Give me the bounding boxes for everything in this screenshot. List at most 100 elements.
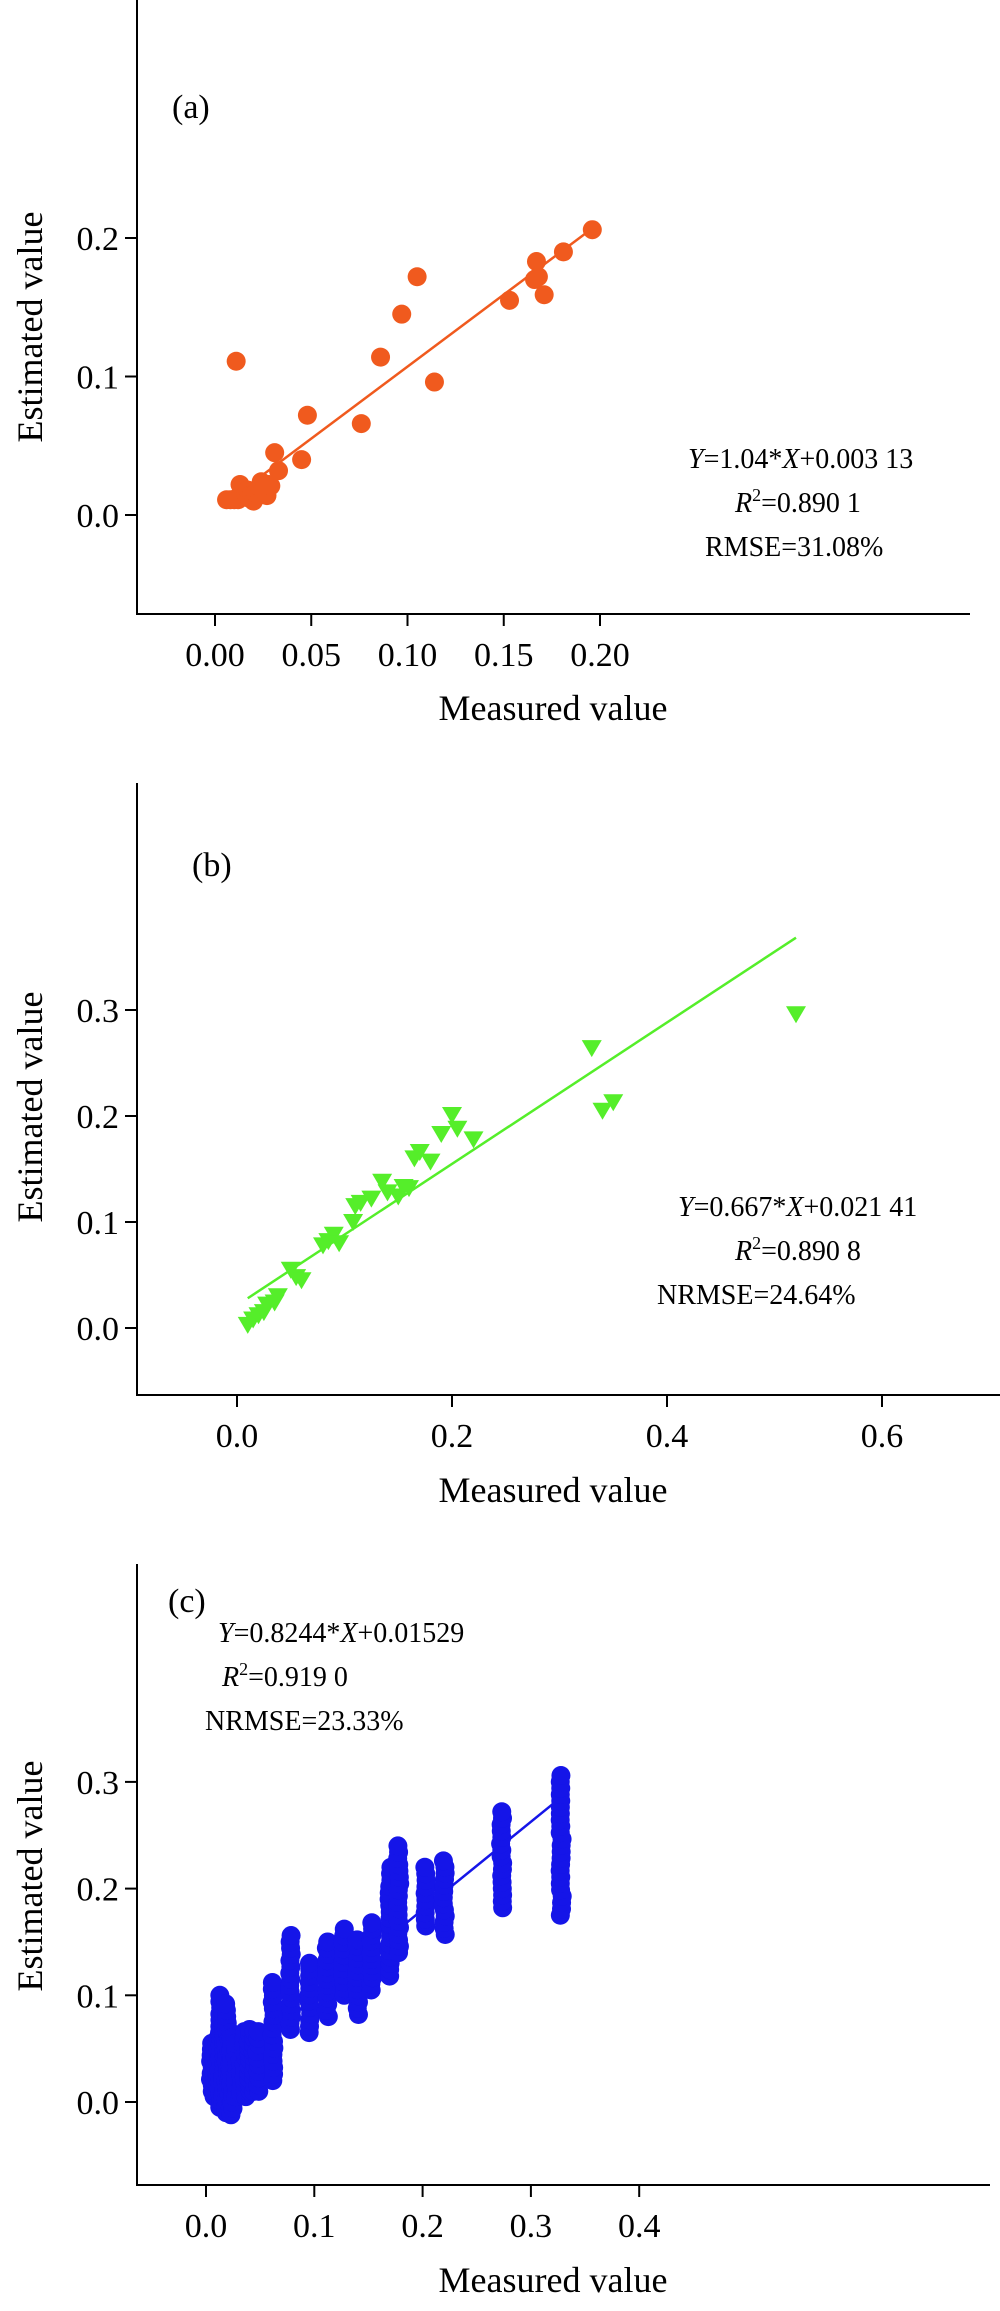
data-point — [433, 1851, 453, 1871]
panel-a-axes — [136, 0, 970, 615]
data-point — [447, 1120, 468, 1138]
x-tick-label: 0.3 — [510, 2208, 553, 2245]
data-point — [318, 1932, 338, 1952]
panel-c-r2: R2=0.919 0 — [221, 1659, 348, 1693]
y-tick-label: 0.0 — [77, 2085, 120, 2122]
panel-b-equation: Y=0.667*X+0.021 41 — [678, 1192, 917, 1223]
data-point — [582, 220, 602, 240]
panel-a-scatter-chart: 0.0 0.1 0.2 0.00 0.05 0.10 0.15 0.20 (a) Measu… — [10, 0, 970, 728]
x-tick-label: 0.0 — [216, 1418, 259, 1455]
data-point — [415, 1857, 435, 1877]
panel-a-points — [217, 220, 602, 511]
x-tick-label: 0.1 — [293, 2208, 336, 2245]
panel-b-r2: R2=0.890 8 — [734, 1233, 861, 1267]
panel-b-xlabel: Measured value — [439, 1470, 668, 1510]
panel-a-equation: Y=1.04*X+0.003 13 — [688, 444, 913, 475]
data-point — [329, 1235, 350, 1253]
x-tick-label: 0.10 — [378, 637, 438, 674]
data-point — [392, 304, 412, 324]
data-point — [581, 1040, 602, 1058]
data-point — [361, 1190, 382, 1208]
panel-b-y-ticks: 0.0 0.1 0.2 0.3 — [77, 993, 137, 1348]
x-tick-label: 0.4 — [618, 2208, 661, 2245]
data-point — [551, 1765, 571, 1785]
panel-a-y-ticks: 0.0 0.1 0.2 — [77, 221, 137, 535]
panel-b-scatter-chart: 0.0 0.1 0.2 0.3 0.0 0.2 0.4 0.6 (b) Measured v… — [10, 783, 1000, 1510]
data-point — [265, 443, 285, 463]
panel-c-ylabel: Estimated value — [10, 1761, 50, 1992]
y-tick-label: 0.2 — [77, 1099, 120, 1136]
panel-c-label: (c) — [168, 1583, 206, 1620]
x-tick-label: 0.00 — [185, 637, 245, 674]
panel-b-axes — [136, 783, 1000, 1396]
y-tick-label: 0.3 — [77, 993, 120, 1030]
y-tick-label: 0.2 — [77, 1872, 120, 1909]
panel-a-x-ticks: 0.00 0.05 0.10 0.15 0.20 — [185, 614, 630, 674]
data-point — [371, 347, 391, 367]
data-point — [297, 405, 317, 425]
data-point — [407, 267, 427, 287]
data-point — [463, 1131, 484, 1149]
y-tick-label: 0.1 — [77, 1205, 120, 1242]
panel-b-x-ticks: 0.0 0.2 0.4 0.6 — [216, 1395, 903, 1455]
panel-b-label: (b) — [192, 847, 232, 884]
data-point — [261, 476, 281, 496]
data-point — [500, 290, 520, 310]
data-point — [262, 1972, 282, 1992]
data-point — [431, 1126, 452, 1144]
data-point — [526, 252, 546, 272]
panel-c-y-ticks: 0.0 0.1 0.2 0.3 — [77, 1765, 137, 2122]
panel-c-xlabel: Measured value — [439, 2260, 668, 2300]
data-point — [442, 1106, 462, 1124]
data-point — [216, 1994, 236, 2014]
panel-c-annotation: Y=0.8244*X+0.01529 R2=0.919 0 NRMSE=23.3… — [205, 1618, 464, 1737]
data-point — [388, 1836, 408, 1856]
panel-c-points — [200, 1765, 572, 2125]
data-point — [528, 267, 548, 287]
x-tick-label: 0.2 — [401, 2208, 444, 2245]
x-tick-label: 0.2 — [431, 1418, 474, 1455]
x-tick-label: 0.20 — [570, 637, 630, 674]
panel-a-annotation: Y=1.04*X+0.003 13 R2=0.890 1 RMSE=31.08% — [688, 444, 913, 563]
panel-c-nrmse: NRMSE=23.33% — [205, 1706, 404, 1737]
data-point — [534, 285, 554, 305]
data-point — [334, 1919, 354, 1939]
data-point — [420, 1153, 441, 1171]
data-point — [281, 1926, 301, 1946]
data-point — [347, 1930, 367, 1950]
panel-a-label: (a) — [172, 89, 210, 126]
x-tick-label: 0.05 — [282, 637, 342, 674]
panel-b-points — [237, 1006, 806, 1334]
x-tick-label: 0.0 — [185, 2208, 228, 2245]
panel-a-rmse: RMSE=31.08% — [705, 532, 883, 563]
x-tick-label: 0.4 — [646, 1418, 689, 1455]
panel-b-annotation: Y=0.667*X+0.021 41 R2=0.890 8 NRMSE=24.6… — [657, 1192, 917, 1311]
y-tick-label: 0.0 — [77, 1311, 120, 1348]
panel-c-equation: Y=0.8244*X+0.01529 — [218, 1618, 464, 1649]
data-point — [292, 450, 312, 470]
data-point — [372, 1173, 393, 1191]
x-tick-label: 0.15 — [474, 637, 534, 674]
panel-a-ylabel: Estimated value — [10, 212, 50, 443]
y-tick-label: 0.2 — [77, 221, 120, 258]
data-point — [409, 1144, 430, 1162]
panel-a-r2: R2=0.890 1 — [734, 485, 861, 519]
data-point — [603, 1094, 624, 1112]
y-tick-label: 0.1 — [77, 1978, 120, 2015]
data-point — [553, 242, 573, 262]
panel-a-xlabel: Measured value — [439, 688, 668, 728]
data-point — [226, 351, 246, 371]
data-point — [343, 1214, 364, 1231]
data-point — [351, 414, 371, 434]
y-tick-label: 0.0 — [77, 498, 120, 535]
data-point — [786, 1006, 806, 1024]
data-point — [399, 1180, 419, 1198]
data-point — [299, 1953, 319, 1973]
panel-b-nrmse: NRMSE=24.64% — [657, 1280, 856, 1311]
data-point — [350, 1194, 371, 1212]
data-point — [291, 1272, 312, 1290]
data-point — [492, 1802, 512, 1822]
data-point — [269, 461, 289, 481]
data-point — [592, 1102, 613, 1120]
